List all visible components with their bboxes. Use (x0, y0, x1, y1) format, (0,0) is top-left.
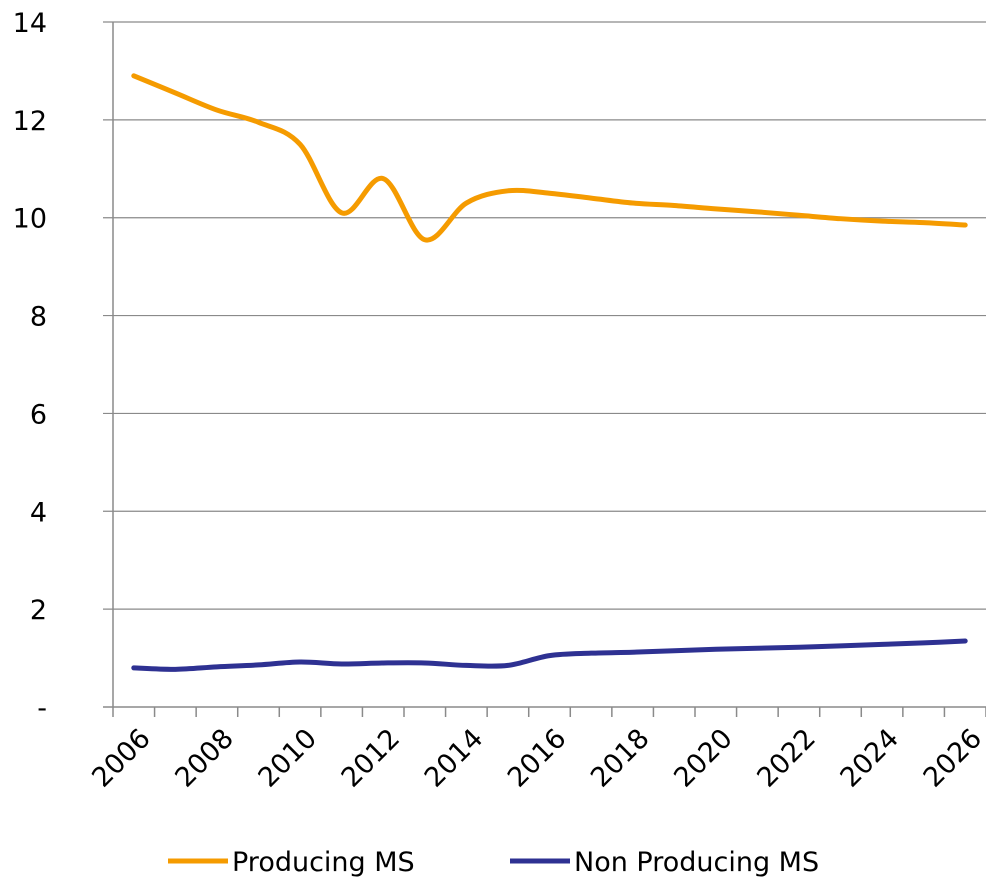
y-tick-label: 6 (30, 399, 47, 430)
axes (103, 22, 986, 717)
x-tick-label: 2014 (419, 723, 490, 794)
legend-item: Non Producing MS (510, 847, 819, 878)
legend-label: Producing MS (232, 847, 415, 878)
x-tick-label: 2020 (668, 723, 739, 794)
x-tick-label: 2016 (502, 723, 573, 794)
y-tick-label: 4 (30, 497, 47, 528)
x-tick-label: 2008 (169, 723, 240, 794)
series-line-non-producing-ms (131, 638, 968, 672)
x-tick-label: 2022 (751, 723, 822, 794)
x-tick-label: 2024 (835, 723, 906, 794)
x-tick-label: 2010 (253, 723, 324, 794)
y-tick-label: 10 (13, 204, 47, 235)
x-tick-label: 2006 (86, 723, 157, 794)
series-lines (131, 73, 968, 672)
y-axis-tick-labels: - 2 4 6 8 10 12 14 (13, 8, 47, 724)
y-tick-label: 14 (13, 8, 47, 39)
x-tick-label: 2012 (336, 723, 407, 794)
legend: Producing MS Non Producing MS (168, 847, 819, 878)
y-tick-label: 2 (30, 595, 47, 626)
y-tick-label: - (37, 693, 47, 724)
legend-item: Producing MS (168, 847, 415, 878)
x-axis-tick-labels: 2006 2008 2010 2012 2014 2016 2018 2020 2022 2024… (86, 723, 986, 794)
y-tick-label: 8 (30, 302, 47, 333)
series-line-producing-ms (131, 73, 968, 243)
x-tick-label: 2018 (585, 723, 656, 794)
x-tick-label: 2026 (918, 723, 986, 794)
legend-label: Non Producing MS (574, 847, 819, 878)
gridlines (103, 21, 986, 610)
y-tick-label: 12 (13, 106, 47, 137)
